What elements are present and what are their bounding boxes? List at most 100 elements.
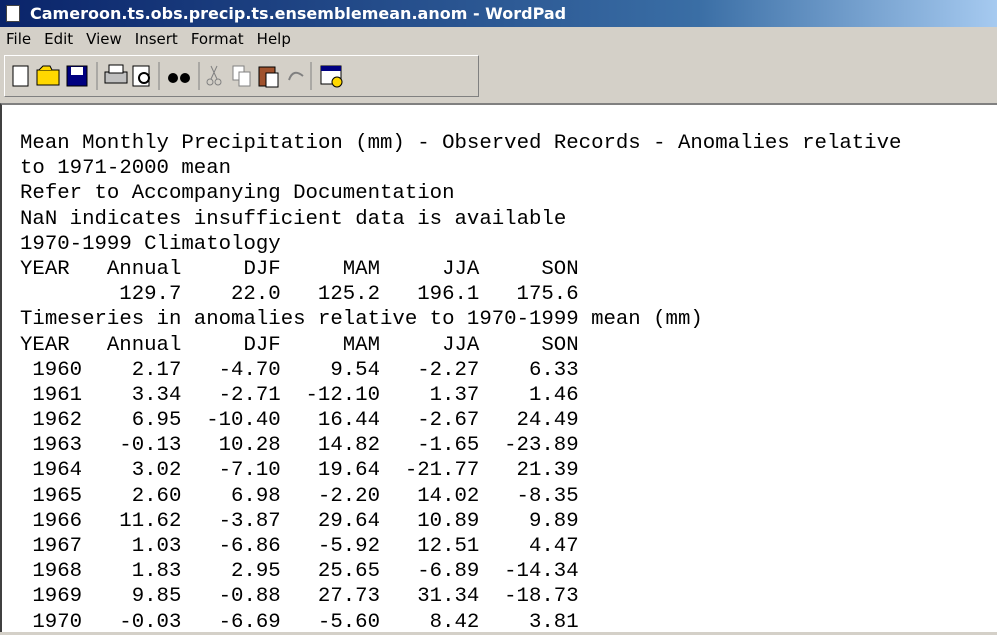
value-cell: 31.34 [417, 585, 480, 609]
value-cell: -8.35 [516, 484, 579, 508]
new-button[interactable] [12, 65, 29, 87]
year-cell: 1970 [32, 610, 83, 634]
value-cell: 8.42 [429, 610, 480, 634]
column-header: Annual [106, 257, 182, 281]
value-cell: -18.73 [504, 585, 579, 609]
climatology-value: 196.1 [417, 283, 480, 307]
climatology-value: 129.7 [119, 283, 182, 307]
menu-item[interactable]: Help [256, 30, 291, 48]
value-cell: 25.65 [317, 560, 380, 584]
data-row: 1965 2.60 6.98 -2.20 14.02 -8.35 [20, 484, 997, 509]
value-cell: -2.20 [317, 484, 380, 508]
value-cell: 10.28 [218, 434, 281, 458]
climatology-value: 22.0 [231, 283, 281, 307]
year-cell: 1964 [32, 459, 83, 483]
value-cell: -14.34 [504, 560, 579, 584]
value-cell: 2.95 [231, 560, 281, 584]
toolbar-icons [12, 62, 343, 90]
value-cell: 27.73 [317, 585, 380, 609]
year-cell: 1960 [32, 358, 83, 382]
value-cell: -2.27 [417, 358, 480, 382]
value-cell: -23.89 [504, 434, 579, 458]
value-cell: 9.54 [330, 358, 380, 382]
print-button[interactable] [104, 64, 128, 84]
year-cell: 1968 [32, 560, 83, 584]
column-header: Annual [106, 333, 182, 357]
date-time-button[interactable] [320, 65, 343, 88]
find-button[interactable] [168, 73, 190, 83]
header-row: YEAR Annual DJF MAM JJA SON [20, 257, 997, 282]
value-cell: 16.44 [317, 409, 380, 433]
value-cell: -5.92 [317, 535, 380, 558]
year-cell: 1965 [32, 484, 83, 508]
value-cell: -10.40 [206, 409, 281, 433]
text-line: Mean Monthly Precipitation (mm) - Observ… [20, 132, 902, 155]
column-header: MAM [342, 257, 380, 281]
year-cell: 1961 [32, 383, 83, 407]
value-cell: 11.62 [119, 509, 182, 533]
value-cell: 6.95 [131, 409, 182, 433]
menu-item[interactable]: Insert [134, 30, 178, 48]
value-cell: 14.82 [317, 434, 380, 458]
value-cell: 2.17 [131, 358, 182, 382]
app-icon [6, 5, 20, 22]
column-header: YEAR [20, 257, 70, 281]
undo-button[interactable] [288, 71, 304, 81]
data-row: 1960 2.17 -4.70 9.54 -2.27 6.33 [20, 358, 997, 383]
print-preview-button[interactable] [132, 65, 150, 87]
value-cell: 1.37 [429, 383, 480, 407]
value-cell: -0.88 [218, 585, 281, 609]
menu-item[interactable]: Edit [44, 30, 74, 48]
data-row: 1962 6.95 -10.40 16.44 -2.67 24.49 [20, 408, 997, 433]
value-cell: 9.85 [131, 585, 182, 609]
header-row: YEAR Annual DJF MAM JJA SON [20, 333, 997, 358]
data-row: 1961 3.34 -2.71 -12.10 1.37 1.46 [20, 383, 997, 408]
copy-button[interactable] [232, 65, 251, 87]
window-title: Cameroon.ts.obs.precip.ts.ensemblemean.a… [30, 4, 567, 23]
column-header: DJF [243, 257, 281, 281]
value-cell: -6.86 [218, 535, 281, 558]
menu-item[interactable]: File [6, 30, 32, 48]
value-cell: -12.10 [305, 383, 381, 407]
value-cell: 10.89 [417, 509, 480, 533]
value-cell: 6.98 [231, 484, 281, 508]
data-row: 1967 1.03 -6.86 -5.92 12.51 4.47 [20, 534, 997, 559]
value-cell: 12.51 [417, 535, 480, 558]
text-line: Timeseries in anomalies relative to 1970… [20, 308, 703, 332]
data-row: 1969 9.85 -0.88 27.73 31.34 -18.73 [20, 584, 997, 609]
column-header: JJA [442, 257, 480, 281]
text-line: 1970-1999 Climatology [20, 232, 281, 256]
value-cell: 3.02 [131, 459, 182, 483]
paste-button[interactable] [258, 66, 279, 88]
value-cell: -6.69 [218, 610, 281, 634]
value-cell: -7.10 [218, 459, 281, 483]
data-row: 1964 3.02 -7.10 19.64 -21.77 21.39 [20, 458, 997, 483]
save-button[interactable] [66, 65, 88, 87]
column-header: JJA [442, 333, 480, 357]
value-cell: 2.60 [131, 484, 182, 508]
climatology-row: 129.7 22.0 125.2 196.1 175.6 [20, 282, 997, 307]
climatology-value: 175.6 [516, 283, 579, 307]
document-area: Mean Monthly Precipitation (mm) - Observ… [0, 103, 997, 634]
data-row: 1963 -0.13 10.28 14.82 -1.65 -23.89 [20, 433, 997, 458]
cut-button[interactable] [206, 65, 222, 86]
year-cell: 1967 [32, 535, 83, 558]
value-cell: 21.39 [516, 459, 579, 483]
climatology-value: 125.2 [317, 283, 380, 307]
value-cell: -21.77 [404, 459, 480, 483]
column-header: DJF [243, 333, 281, 357]
value-cell: 19.64 [317, 459, 380, 483]
value-cell: -2.71 [218, 383, 281, 407]
data-row: 1968 1.83 2.95 25.65 -6.89 -14.34 [20, 559, 997, 584]
value-cell: 3.34 [131, 383, 182, 407]
value-cell: -5.60 [317, 610, 380, 634]
value-cell: -2.67 [417, 409, 480, 433]
year-cell: 1962 [32, 409, 83, 433]
menu-item[interactable]: View [86, 30, 122, 48]
value-cell: 6.33 [528, 358, 579, 382]
value-cell: 1.03 [131, 535, 182, 558]
menu-item[interactable]: Format [190, 30, 244, 48]
open-button[interactable] [36, 65, 60, 86]
title-bar: Cameroon.ts.obs.precip.ts.ensemblemean.a… [0, 0, 997, 27]
